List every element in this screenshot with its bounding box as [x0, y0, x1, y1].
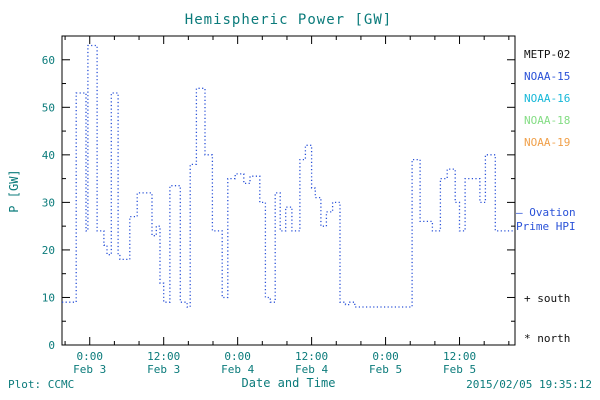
x-tick-time-label: 12:00 — [295, 350, 328, 363]
x-tick-date-label: Feb 3 — [73, 363, 106, 376]
x-tick-time-label: 12:00 — [147, 350, 180, 363]
legend-item-noaa-19: NOAA-19 — [524, 136, 571, 149]
x-tick-date-label: Feb 4 — [221, 363, 254, 376]
x-tick-date-label: Feb 5 — [369, 363, 402, 376]
y-tick-label: 40 — [42, 149, 55, 162]
y-tick-label: 50 — [42, 101, 55, 114]
x-tick-time-label: 12:00 — [443, 350, 476, 363]
plot-source-label: Plot: CCMC — [8, 378, 75, 391]
legend-item-noaa-18: NOAA-18 — [524, 114, 571, 127]
legend-item-metp-02: METP-02 — [524, 48, 571, 61]
south-marker-label: + south — [524, 292, 571, 305]
north-marker-label: * north — [524, 332, 571, 345]
y-tick-label: 20 — [42, 244, 55, 257]
plot-timestamp: 2015/02/05 19:35:12 — [466, 378, 592, 391]
x-tick-date-label: Feb 3 — [147, 363, 180, 376]
x-tick-time-label: 0:00 — [224, 350, 251, 363]
y-axis-label: P [GW] — [7, 169, 21, 213]
x-axis-label: Date and Time — [241, 376, 336, 390]
ovation-prime-hpi-label: – Ovation Prime HPI — [516, 206, 576, 234]
legend-item-noaa-16: NOAA-16 — [524, 92, 571, 105]
y-tick-label: 60 — [42, 54, 55, 67]
x-tick-date-label: Feb 4 — [295, 363, 328, 376]
hpi-data-line — [62, 44, 515, 308]
x-tick-date-label: Feb 5 — [443, 363, 476, 376]
ovation-label-line1: – Ovation — [516, 206, 576, 219]
y-tick-label: 10 — [42, 291, 55, 304]
x-tick-time-label: 0:00 — [76, 350, 103, 363]
chart-title: Hemispheric Power [GW] — [184, 12, 393, 28]
ovation-label-line2: Prime HPI — [516, 220, 576, 233]
satellite-legend: METP-02 NOAA-15 NOAA-16 NOAA-18 NOAA-19 — [524, 44, 570, 154]
y-tick-label: 0 — [48, 339, 55, 352]
x-tick-time-label: 0:00 — [372, 350, 399, 363]
legend-item-noaa-15: NOAA-15 — [524, 70, 571, 83]
y-tick-label: 30 — [42, 196, 55, 209]
